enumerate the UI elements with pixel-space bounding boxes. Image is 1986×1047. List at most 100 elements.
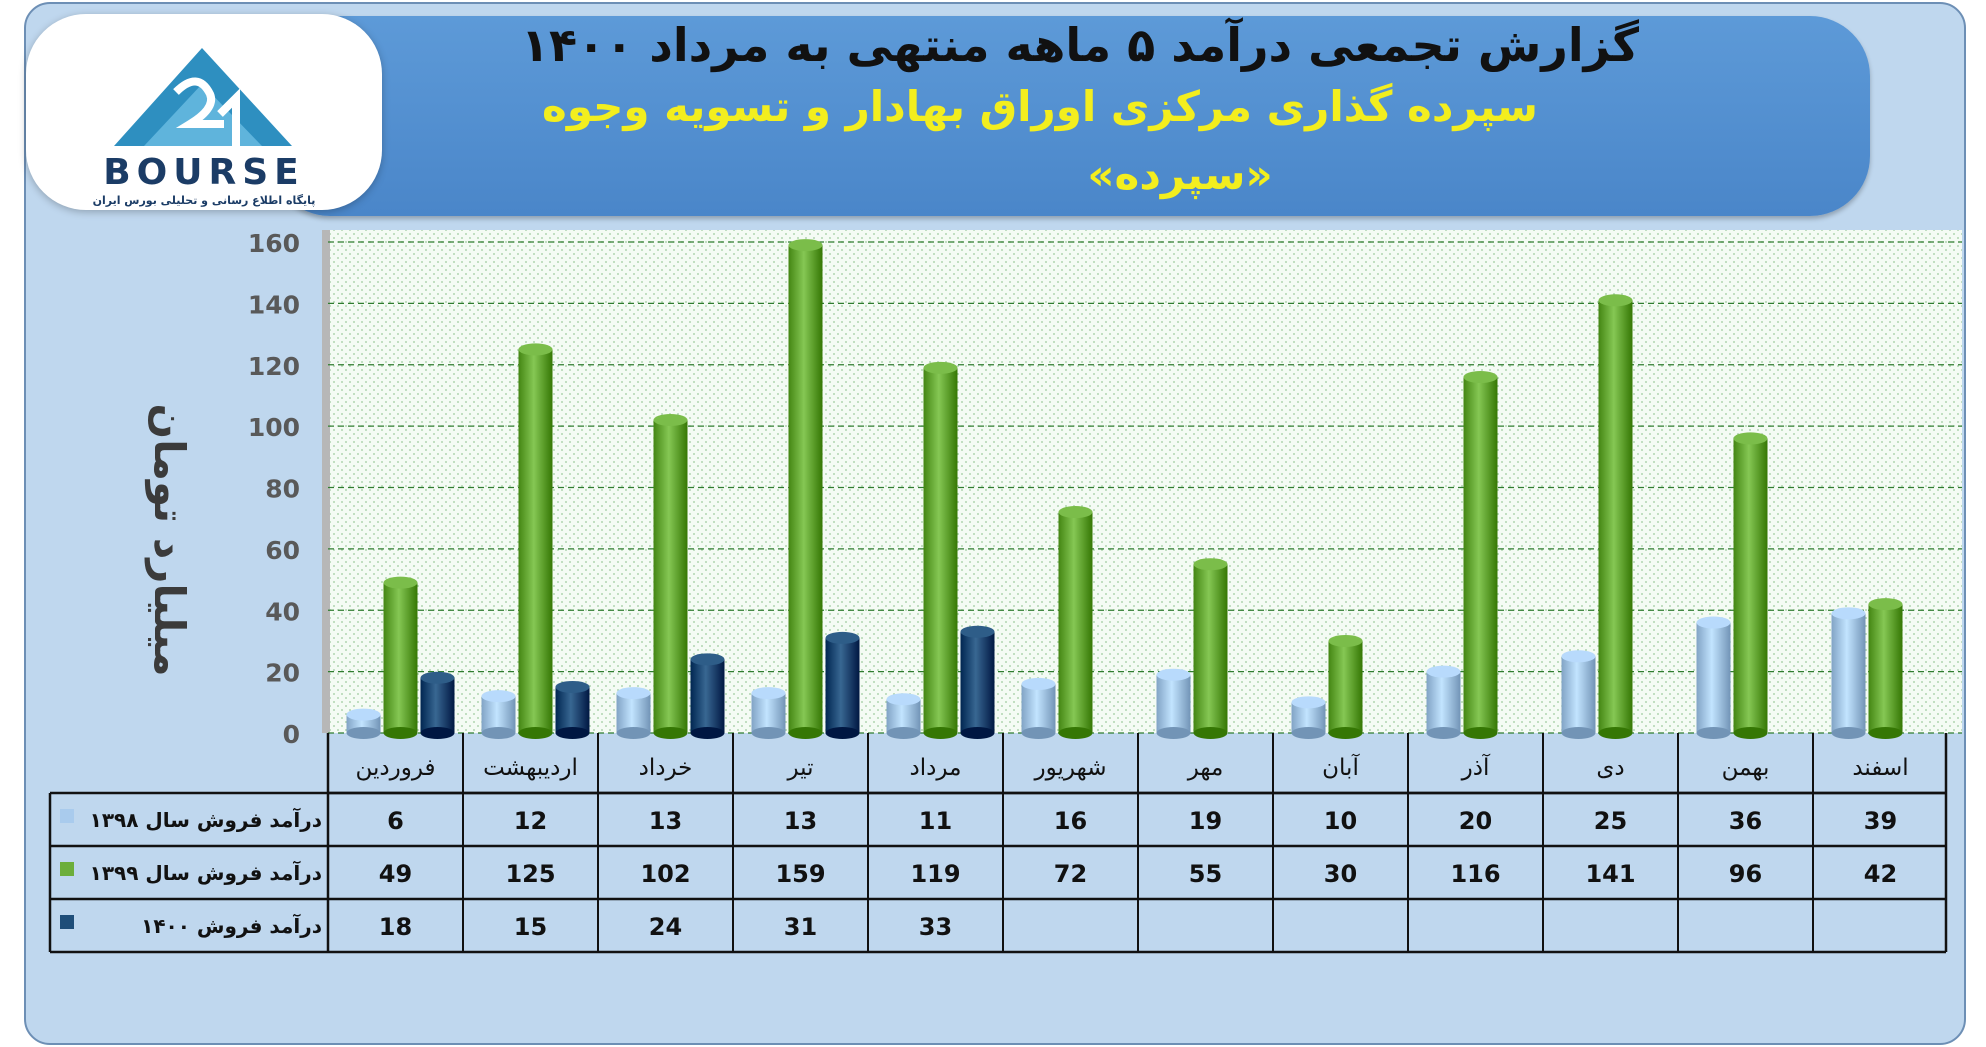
bar-body [1058,512,1093,733]
bar-top [1058,506,1093,519]
bar-base [346,727,381,739]
x-tick-label: دی [1596,755,1624,781]
bar-base [653,727,688,739]
bar-top [383,576,418,589]
bar [1193,558,1228,739]
bar-top [1291,696,1326,709]
svg-text:BOURSE: BOURSE [103,152,305,193]
bar [1831,607,1866,739]
bar-top [481,690,516,703]
data-label: 20 [1459,807,1492,835]
bar-body [923,367,958,733]
data-label: 39 [1864,807,1897,835]
bar-top [788,239,823,252]
bar [420,671,455,739]
bar-top [555,680,590,693]
bar-top [751,687,786,700]
y-tick-label: 140 [248,290,300,319]
plot-area [328,230,1962,733]
chart-subtitle: سپرده گذاری مرکزی اوراق بهادار و تسویه و… [542,82,1538,131]
bar-base [481,727,516,739]
legend-label: درآمد فروش سال ۱۳۹۸ [90,807,322,832]
bar-top [1733,432,1768,445]
data-label: 25 [1594,807,1627,835]
y-tick-label: 20 [265,659,300,688]
bar-body [1463,377,1498,733]
legend-label: درآمد فروش سال ۱۳۹۹ [90,860,322,885]
y-tick-label: 100 [248,413,300,442]
bourse-logo: BOURSE پایگاه اطلاع رسانی و تحلیلی بورس … [26,14,382,210]
bar-base [1328,727,1363,739]
data-label: 102 [640,860,690,888]
bar-base [1868,727,1903,739]
data-label: 6 [387,807,404,835]
bar-body [960,631,995,733]
legend-swatch [60,915,74,929]
data-label: 55 [1189,860,1222,888]
bar-body [1561,656,1596,733]
chart-title: گزارش تجمعی درآمد ۵ ماهه منتهی به مرداد … [520,18,1639,72]
y-tick-label: 120 [248,352,300,381]
bar-body [518,349,553,733]
x-tick-label: مرداد [910,755,962,781]
bar [1696,616,1731,739]
bar-body [1156,674,1191,733]
x-tick-label: آذر [1461,753,1491,781]
bar-base [1156,727,1191,739]
bar-body [1193,564,1228,733]
bar-top [518,343,553,356]
bar-top [616,687,651,700]
y-axis-label: میلیارد تومان [144,403,194,676]
bar-body [1733,438,1768,733]
bar-top [923,361,958,374]
data-label: 31 [784,913,817,941]
bar-top [1426,665,1461,678]
bar-base [518,727,553,739]
bar-base [1561,727,1596,739]
legend-swatch [60,862,74,876]
data-label: 33 [919,913,952,941]
x-tick-label: اردیبهشت [483,755,578,781]
bar-body [481,696,516,733]
bar [886,693,921,739]
data-label: 141 [1585,860,1635,888]
bar-base [886,727,921,739]
bar-top [1021,677,1056,690]
bar [1291,696,1326,739]
bar [788,239,823,739]
bar [1156,668,1191,739]
bar [1463,371,1498,739]
bar-body [788,245,823,733]
x-tick-label: تیر [786,755,813,781]
data-label: 19 [1189,807,1222,835]
data-label: 18 [379,913,412,941]
bar [653,413,688,739]
bar [690,653,725,739]
data-label: 116 [1450,860,1500,888]
y-tick-label: 80 [265,475,300,504]
data-label: 72 [1054,860,1087,888]
bar-base [1463,727,1498,739]
bar-base [923,727,958,739]
bar [825,631,860,739]
bar-base [1058,727,1093,739]
bar-top [960,625,995,638]
bar-base [788,727,823,739]
bar-top [1463,371,1498,384]
legend-swatch [60,809,74,823]
bar-body [1328,640,1363,733]
x-tick-label: بهمن [1722,755,1770,781]
data-label: 119 [910,860,960,888]
bar-top [1328,634,1363,647]
bar-base [1696,727,1731,739]
bar-body [1426,671,1461,733]
bar-top [1156,668,1191,681]
x-tick-label: خرداد [639,755,693,781]
data-label: 12 [514,807,547,835]
logo-icon: BOURSE پایگاه اطلاع رسانی و تحلیلی بورس … [93,48,315,207]
bar-base [1291,727,1326,739]
data-label: 13 [649,807,682,835]
data-label: 30 [1324,860,1357,888]
bar-base [960,727,995,739]
bar-base [751,727,786,739]
